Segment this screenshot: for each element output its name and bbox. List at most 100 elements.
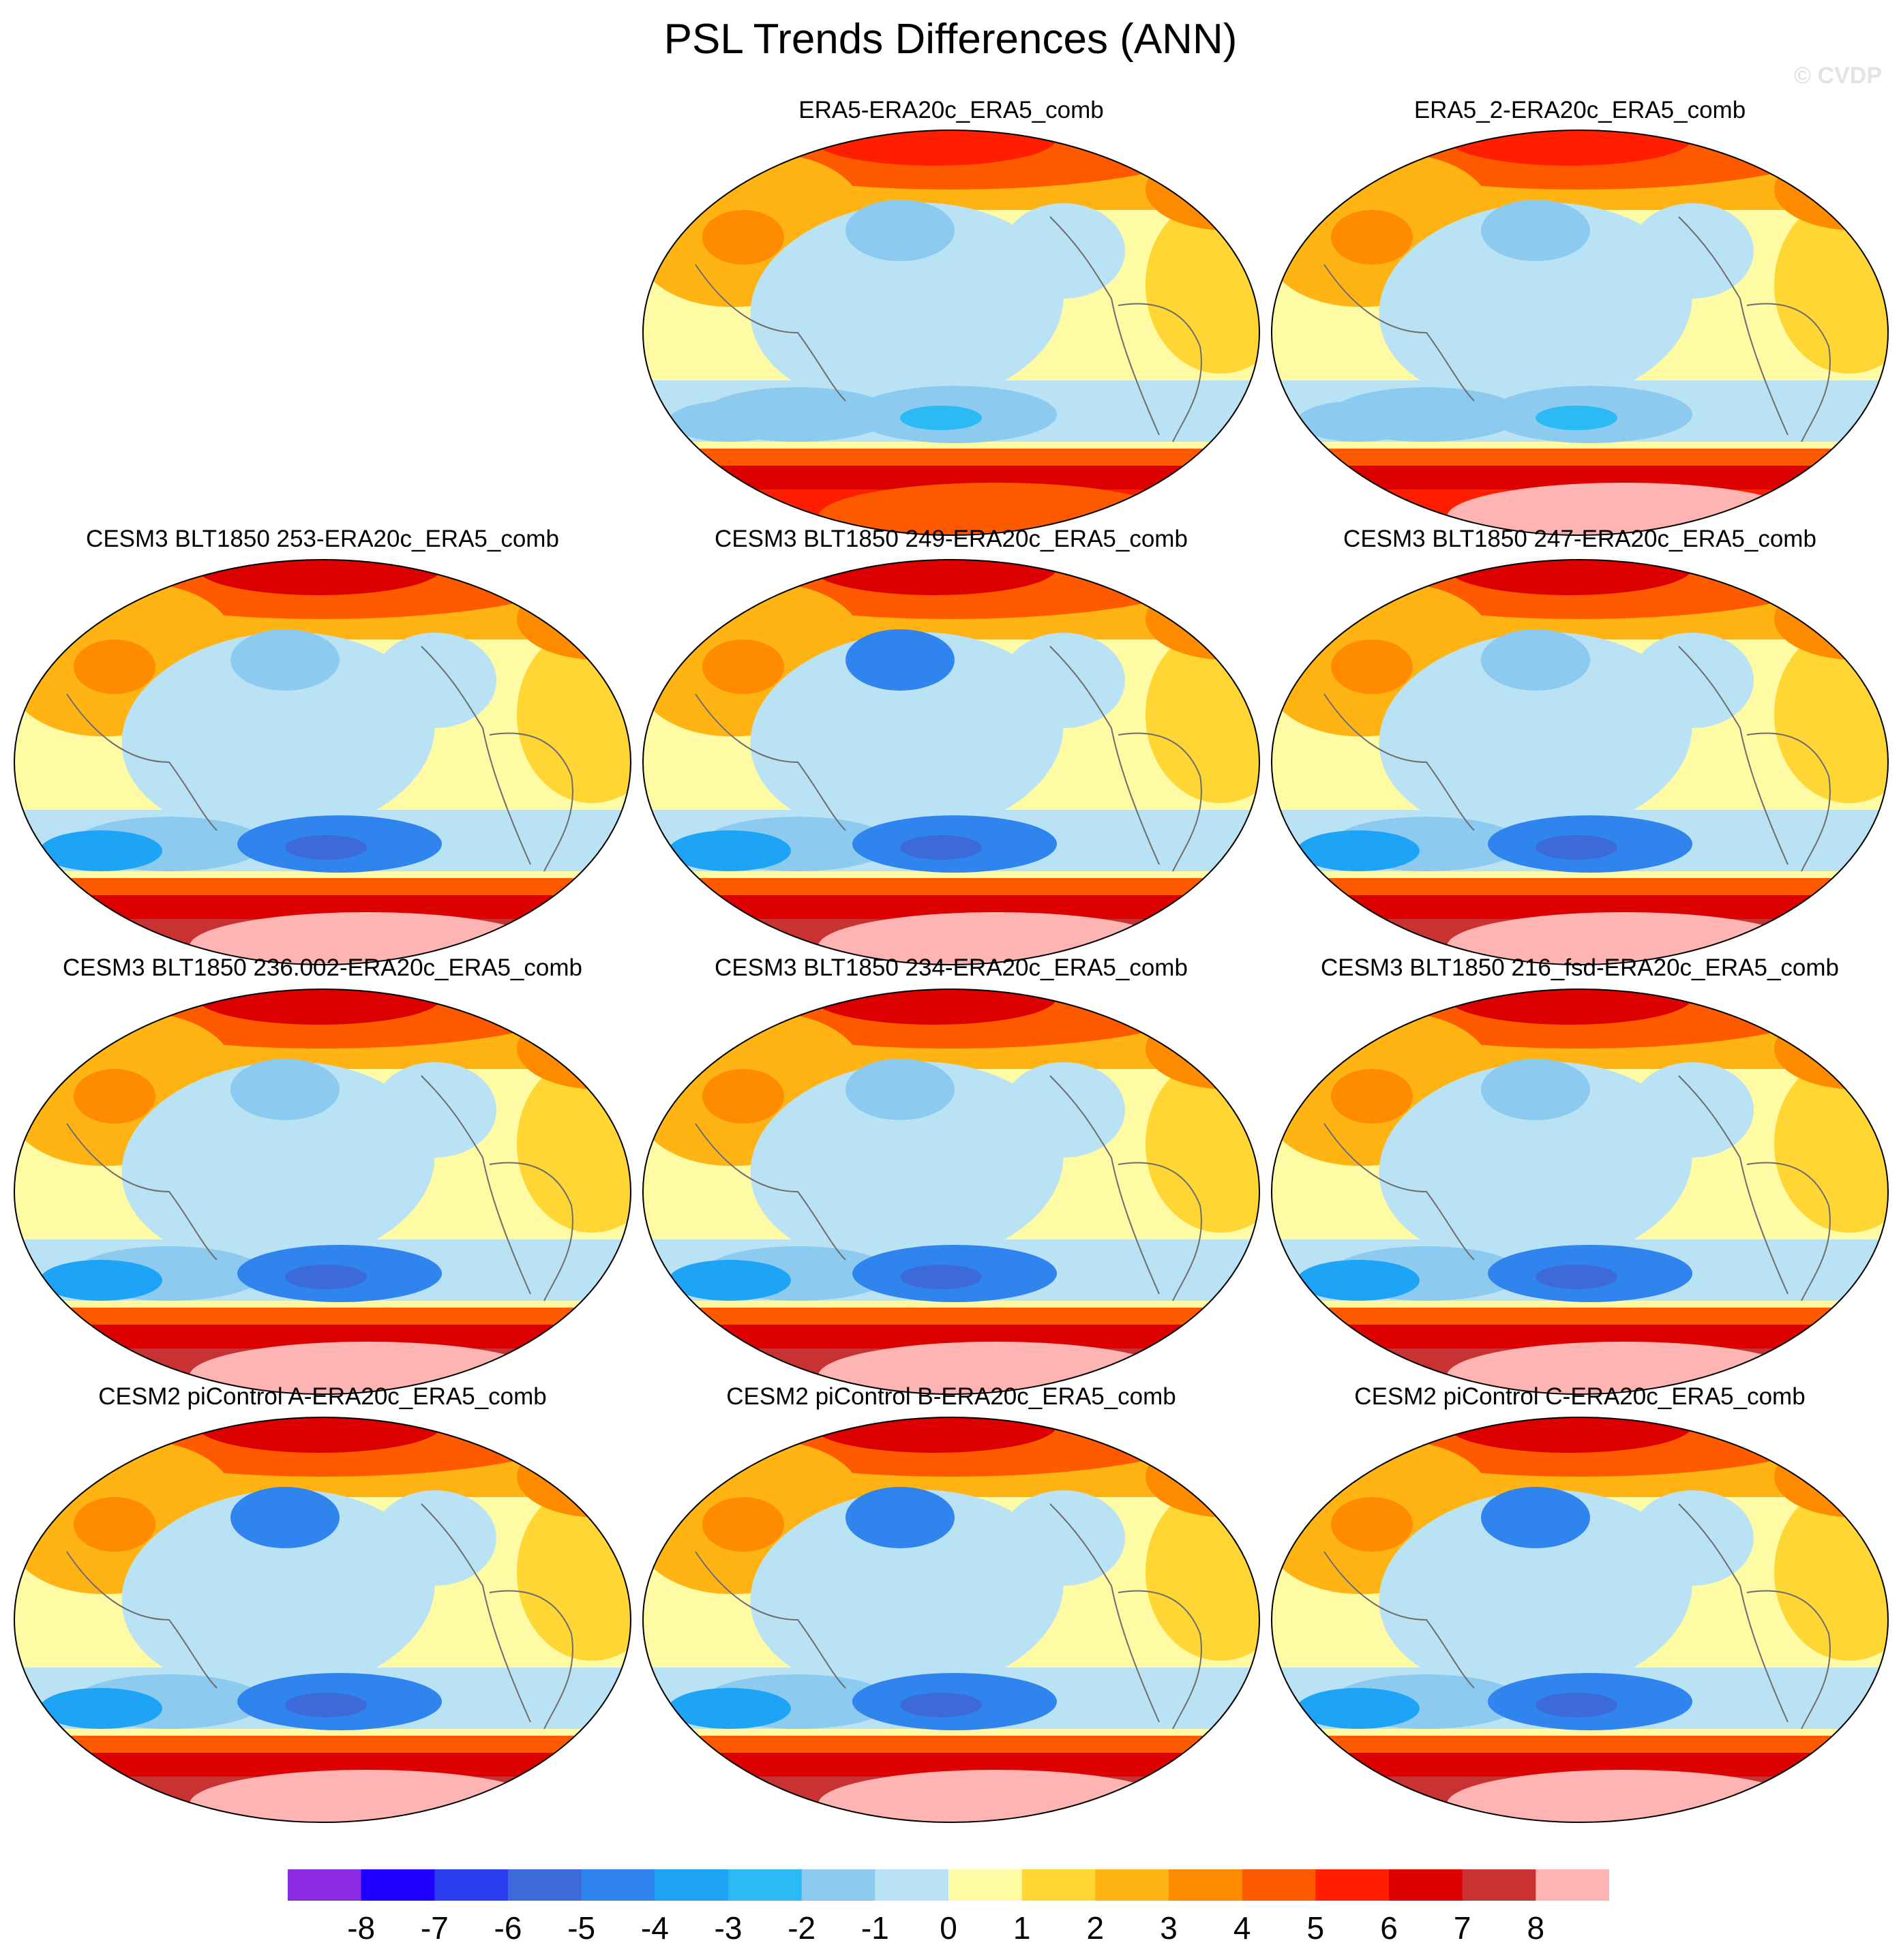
coastlines [695, 1503, 1202, 1730]
colorbar-tick-label: 5 [1306, 1910, 1325, 1946]
north-america-negative [1631, 633, 1754, 728]
cvdp-watermark: © CVDP [1794, 63, 1882, 89]
arctic-core [811, 989, 1057, 1025]
colorbar-box [1536, 1869, 1609, 1901]
coastlines [66, 1503, 573, 1730]
north-pacific-low [230, 1059, 340, 1120]
southern-low-core [1536, 835, 1617, 860]
colorbar-tick-label: 4 [1233, 1910, 1251, 1946]
pacific-negative [750, 202, 1064, 408]
psl-trend-map [642, 989, 1260, 1395]
arctic-core [196, 560, 442, 595]
arctic-core [811, 1417, 1057, 1453]
pacific-negative [750, 632, 1064, 838]
southern-low-core [1536, 1693, 1617, 1717]
southern-low-core [1536, 1265, 1617, 1289]
colorbar-box [875, 1869, 949, 1901]
map-border [1271, 559, 1889, 965]
arctic-core [1447, 1417, 1692, 1453]
north-pacific-low [845, 1487, 955, 1548]
colorbar-box [1389, 1869, 1463, 1901]
map-border [1271, 130, 1889, 536]
colorbar-tick-label: 6 [1380, 1910, 1398, 1946]
north-america-negative [374, 633, 496, 728]
colorbar-box [801, 1869, 875, 1901]
southern-low-3 [1297, 1260, 1420, 1301]
coastlines [1323, 1503, 1831, 1730]
pacific-negative [121, 632, 435, 838]
arctic-core [1447, 560, 1692, 595]
map-border [1271, 1417, 1889, 1823]
panel-title: CESM2 piControl C-ERA20c_ERA5_comb [1354, 1383, 1806, 1410]
pacific-negative [1379, 632, 1692, 838]
arctic-core [196, 989, 442, 1025]
pacific-negative [1379, 1061, 1692, 1267]
tibet-positive [702, 210, 784, 265]
pacific-negative [1379, 202, 1692, 408]
north-pacific-low [230, 629, 340, 691]
coastlines [66, 646, 573, 872]
panel-title: CESM2 piControl B-ERA20c_ERA5_comb [726, 1383, 1176, 1410]
north-america-negative [1631, 203, 1754, 299]
psl-trend-map [1271, 559, 1889, 965]
tibet-positive [74, 639, 155, 694]
southern-low-core [285, 1265, 367, 1289]
southern-low-3 [1297, 830, 1420, 871]
coastlines [1323, 646, 1831, 872]
coastlines [1323, 1075, 1831, 1301]
arctic-core [196, 1417, 442, 1453]
map-border [642, 130, 1260, 536]
panel-title: CESM3 BLT1850 236.002-ERA20c_ERA5_comb [62, 954, 582, 981]
north-pacific-low [845, 200, 955, 261]
north-america-negative [1002, 1062, 1125, 1158]
panel-title: CESM3 BLT1850 247-ERA20c_ERA5_comb [1343, 526, 1816, 552]
map-border [14, 1417, 631, 1823]
pacific-negative [121, 1061, 435, 1267]
pacific-negative [750, 1490, 1064, 1695]
colorbar-box [1315, 1869, 1390, 1901]
north-america-negative [374, 1490, 496, 1586]
psl-trend-map [14, 559, 631, 965]
north-pacific-low [845, 1059, 955, 1120]
map-border [14, 559, 631, 965]
psl-trend-map [1271, 989, 1889, 1395]
arctic-core [811, 130, 1057, 166]
colorbar-box [361, 1869, 435, 1901]
panel-title: ERA5-ERA20c_ERA5_comb [798, 97, 1104, 123]
north-pacific-low [1481, 629, 1590, 691]
coastlines [695, 1075, 1202, 1301]
psl-trend-map [1271, 1417, 1889, 1823]
colorbar-tick-label: -1 [860, 1910, 889, 1946]
southern-low-3 [668, 401, 791, 442]
colorbar-tick-label: -3 [714, 1910, 743, 1946]
southern-low-core [900, 1265, 982, 1289]
tibet-positive [74, 1069, 155, 1124]
pacific-negative [121, 1490, 435, 1695]
tibet-positive [1331, 639, 1413, 694]
colorbar-box [655, 1869, 729, 1901]
panel-title: CESM3 BLT1850 216_fsd-ERA20c_ERA5_comb [1320, 954, 1840, 981]
arctic-core [811, 560, 1057, 595]
southern-low-3 [668, 1688, 791, 1729]
colorbar-box [434, 1869, 509, 1901]
southern-low-core [285, 835, 367, 860]
colorbar-tick-label: 0 [940, 1910, 957, 1946]
colorbar-tick-label: 8 [1527, 1910, 1545, 1946]
north-america-negative [1002, 203, 1125, 299]
colorbar-tick-label: -4 [640, 1910, 669, 1946]
colorbar-tick-label: 3 [1160, 1910, 1178, 1946]
coastlines [66, 1075, 573, 1301]
colorbar-tick-label: -2 [788, 1910, 816, 1946]
pacific-negative [1379, 1490, 1692, 1695]
colorbar-tick-label: -7 [420, 1910, 449, 1946]
colorbar-box [508, 1869, 582, 1901]
southern-low-3 [1297, 1688, 1420, 1729]
north-pacific-low [845, 629, 955, 691]
panel-title: CESM3 BLT1850 234-ERA20c_ERA5_comb [715, 954, 1188, 981]
colorbar-tick-label: 1 [1013, 1910, 1031, 1946]
tibet-positive [1331, 210, 1413, 265]
southern-low-core [900, 406, 982, 430]
southern-low-core [900, 1693, 982, 1717]
colorbar-box [728, 1869, 803, 1901]
map-border [642, 989, 1260, 1395]
